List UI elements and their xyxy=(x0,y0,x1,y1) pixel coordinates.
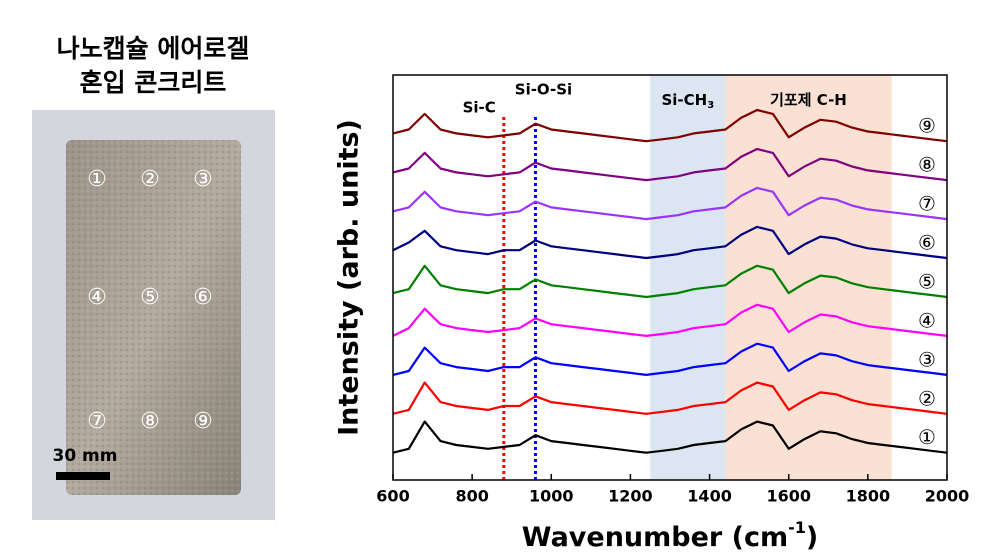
scale-bar-label: 30 mm xyxy=(52,446,117,466)
x-tick-label: 1200 xyxy=(608,487,653,506)
spectrum-line xyxy=(392,303,948,337)
x-axis-title-sup: -1 xyxy=(788,518,806,537)
x-tick-label: 600 xyxy=(376,487,409,506)
x-tick-label: 2000 xyxy=(925,487,970,506)
y-axis-title: Intensity (arb. units) xyxy=(334,119,365,436)
scale-bar xyxy=(56,472,110,480)
spectrum-line xyxy=(392,108,948,143)
photo-marker: ⑨ xyxy=(193,409,213,434)
reference-label: Si-O-Si xyxy=(515,81,572,99)
photo-marker: ⑧ xyxy=(140,409,160,434)
band-label-sub: 3 xyxy=(707,100,714,111)
spectrum-line xyxy=(392,186,948,221)
photo-marker: ⑦ xyxy=(87,409,107,434)
x-tick-label: 1800 xyxy=(846,487,891,506)
series-label: ④ xyxy=(918,308,936,332)
photo-marker: ③ xyxy=(193,167,213,192)
reference-label: Si-C xyxy=(463,99,496,117)
concrete-texture xyxy=(66,140,241,495)
plot-frame xyxy=(392,74,948,481)
photo-marker: ⑤ xyxy=(140,285,160,310)
series-label: ⑤ xyxy=(918,269,936,293)
spectrum-line xyxy=(392,225,948,260)
band-label-text: 기포제 C-H xyxy=(770,91,847,109)
photo-markers: ① ② ③ ④ ⑤ ⑥ ⑦ ⑧ ⑨ xyxy=(87,167,213,434)
band xyxy=(725,75,892,480)
series-label: ③ xyxy=(918,347,936,371)
band-label: Si-CH3 xyxy=(661,91,714,112)
series-label: ① xyxy=(918,425,936,449)
photo-marker: ④ xyxy=(87,285,107,310)
x-axis-title: Wavenumber (cm-1) xyxy=(522,518,819,553)
series-label: ⑦ xyxy=(918,192,936,216)
series-label: ⑥ xyxy=(918,231,936,255)
x-tick-label: 1000 xyxy=(529,487,574,506)
band-label-text: Si-CH xyxy=(661,91,707,109)
spectrum-line xyxy=(392,420,948,454)
photo-title: 나노캡슐 에어로겔 xyxy=(57,34,250,63)
band-label: 기포제 C-H xyxy=(770,91,847,109)
spectrum-line xyxy=(392,381,948,415)
series-label: ⑧ xyxy=(918,153,936,177)
spectrum-line xyxy=(392,342,948,376)
photo-marker: ② xyxy=(140,167,160,192)
photo-marker: ① xyxy=(87,167,107,192)
x-axis-title-text: Wavenumber (cm xyxy=(522,522,788,553)
spectrum-line xyxy=(392,264,948,299)
x-tick-label: 800 xyxy=(455,487,488,506)
spectrum-line xyxy=(392,147,948,182)
x-tick-label: 1600 xyxy=(766,487,811,506)
photo-marker: ⑥ xyxy=(193,285,213,310)
series-label: ⑨ xyxy=(918,114,936,138)
photo-title: 혼입 콘크리트 xyxy=(80,68,227,97)
x-axis-title-after: ) xyxy=(806,522,818,553)
chart: Si-CH3 기포제 C-H Si-C Si-O-Si ① ② ③ ④ ⑤ ⑥ ⑦ ⑧ ⑨ 600 800 1… xyxy=(334,74,970,553)
x-tick-label: 1400 xyxy=(687,487,732,506)
series-label: ② xyxy=(918,386,936,410)
